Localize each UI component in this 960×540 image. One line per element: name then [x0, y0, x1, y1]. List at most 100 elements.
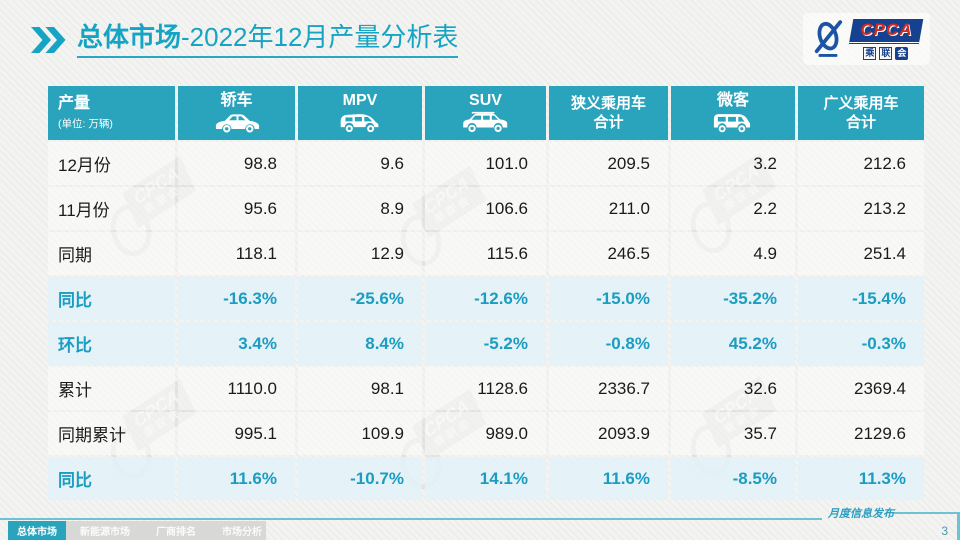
cell: 14.1% [425, 457, 546, 500]
cell: 212.6 [798, 142, 924, 185]
mpv-icon [298, 111, 422, 134]
title-bold-part: 总体市场 [77, 22, 182, 52]
cell: 11.6% [178, 457, 295, 500]
cell: 2.2 [671, 187, 795, 230]
row-label: 同比 [48, 277, 175, 320]
col-header-production: 产量 (单位: 万辆) [48, 86, 175, 140]
col-header-mpv: MPV [298, 86, 422, 140]
cell: 2129.6 [798, 412, 924, 455]
cpca-en-box: CPCA [848, 18, 924, 45]
cell: -16.3% [178, 277, 295, 320]
cell: 3.4% [178, 322, 295, 365]
cell: 8.9 [298, 187, 422, 230]
cell: 98.8 [178, 142, 295, 185]
cell: 209.5 [549, 142, 668, 185]
cell: 32.6 [671, 367, 795, 410]
unit-note: (单位: 万辆) [58, 118, 113, 130]
cell: 246.5 [549, 232, 668, 275]
tab-market-analysis[interactable]: 市场分析 [222, 527, 262, 538]
cell: 115.6 [425, 232, 546, 275]
cpca-emblem-icon [814, 20, 842, 57]
cell: 1110.0 [178, 367, 295, 410]
cell: -25.6% [298, 277, 422, 320]
suv-icon [425, 111, 546, 134]
cell: 98.1 [298, 367, 422, 410]
cell: 2369.4 [798, 367, 924, 410]
microvan-icon [671, 111, 795, 134]
row-label: 11月份 [48, 187, 175, 230]
sedan-icon [178, 111, 295, 134]
table-row-same-period: 同期 118.1 12.9 115.6 246.5 4.9 251.4 [48, 232, 924, 275]
cpca-wordmark: CPCA 乘联会 [848, 18, 924, 60]
footer-nav: 总体市场 新能源市场 厂商排名 市场分析 [0, 521, 960, 540]
cell: 213.2 [798, 187, 924, 230]
table-row-december: 12月份 98.8 9.6 101.0 209.5 3.2 212.6 [48, 142, 924, 185]
release-note: 月度信息发布 [828, 507, 894, 520]
cell: 251.4 [798, 232, 924, 275]
cell: -0.3% [798, 322, 924, 365]
cell: 118.1 [178, 232, 295, 275]
footer-right-edge-mark [957, 514, 960, 540]
production-table: 产量 (单位: 万辆) 轿车 MPV SUV [45, 84, 927, 502]
cell: 211.0 [549, 187, 668, 230]
col-header-sedan: 轿车 [178, 86, 295, 140]
cell: -5.2% [425, 322, 546, 365]
table-row-mom: 环比 3.4% 8.4% -5.2% -0.8% 45.2% -0.3% [48, 322, 924, 365]
row-label: 同比 [48, 457, 175, 500]
tab-nev-market[interactable]: 新能源市场 [80, 527, 130, 538]
title-rest-part: -2022年12月产量分析表 [181, 22, 459, 52]
page-number: 3 [941, 524, 948, 538]
cell: 95.6 [178, 187, 295, 230]
cell: -12.6% [425, 277, 546, 320]
row-label: 累计 [48, 367, 175, 410]
table-row-november: 11月份 95.6 8.9 106.6 211.0 2.2 213.2 [48, 187, 924, 230]
cpca-logo: CPCA 乘联会 [802, 13, 930, 65]
cell: 11.6% [549, 457, 668, 500]
cell: -35.2% [671, 277, 795, 320]
col-header-microvan: 微客 [671, 86, 795, 140]
page-title: 总体市场-2022年12月产量分析表 [77, 22, 459, 58]
cell: 45.2% [671, 322, 795, 365]
cell: 9.6 [298, 142, 422, 185]
table-row-cumulative-yoy: 同比 11.6% -10.7% 14.1% 11.6% -8.5% 11.3% [48, 457, 924, 500]
col-header-suv: SUV [425, 86, 546, 140]
cell: 12.9 [298, 232, 422, 275]
cell: 995.1 [178, 412, 295, 455]
cell: -8.5% [671, 457, 795, 500]
tab-overall-market[interactable]: 总体市场 [8, 521, 66, 540]
table-header-row: 产量 (单位: 万辆) 轿车 MPV SUV [48, 86, 924, 140]
col-header-bpv-total: 广义乘用车 合计 [798, 86, 924, 140]
row-label: 环比 [48, 322, 175, 365]
cpca-en-text: CPCA [860, 19, 913, 39]
table-row-cumulative-same-period: 同期累计 995.1 109.9 989.0 2093.9 35.7 2129.… [48, 412, 924, 455]
cell: 3.2 [671, 142, 795, 185]
cell: 35.7 [671, 412, 795, 455]
tab-oem-ranking[interactable]: 厂商排名 [156, 527, 196, 538]
footer-divider-line [0, 518, 822, 520]
cpca-cn-text: 乘联会 [863, 46, 909, 60]
production-label: 产量 [58, 95, 91, 112]
cell: 989.0 [425, 412, 546, 455]
cell: 8.4% [298, 322, 422, 365]
table-row-yoy: 同比 -16.3% -25.6% -12.6% -15.0% -35.2% -1… [48, 277, 924, 320]
cell: -15.0% [549, 277, 668, 320]
table-row-cumulative: 累计 1110.0 98.1 1128.6 2336.7 32.6 2369.4 [48, 367, 924, 410]
double-chevron-icon [31, 27, 66, 53]
row-label: 同期累计 [48, 412, 175, 455]
footer-tab-strip: 新能源市场 厂商排名 市场分析 [66, 521, 266, 540]
cell: 2336.7 [549, 367, 668, 410]
col-header-npv-total: 狭义乘用车 合计 [549, 86, 668, 140]
footer-divider-line-right [894, 512, 960, 514]
cell: 1128.6 [425, 367, 546, 410]
cell: 11.3% [798, 457, 924, 500]
slide-header: 总体市场-2022年12月产量分析表 [30, 22, 459, 58]
cell: -0.8% [549, 322, 668, 365]
cell: 106.6 [425, 187, 546, 230]
row-label: 12月份 [48, 142, 175, 185]
cell: 4.9 [671, 232, 795, 275]
cell: 109.9 [298, 412, 422, 455]
cell: 2093.9 [549, 412, 668, 455]
cell: -10.7% [298, 457, 422, 500]
cell: -15.4% [798, 277, 924, 320]
